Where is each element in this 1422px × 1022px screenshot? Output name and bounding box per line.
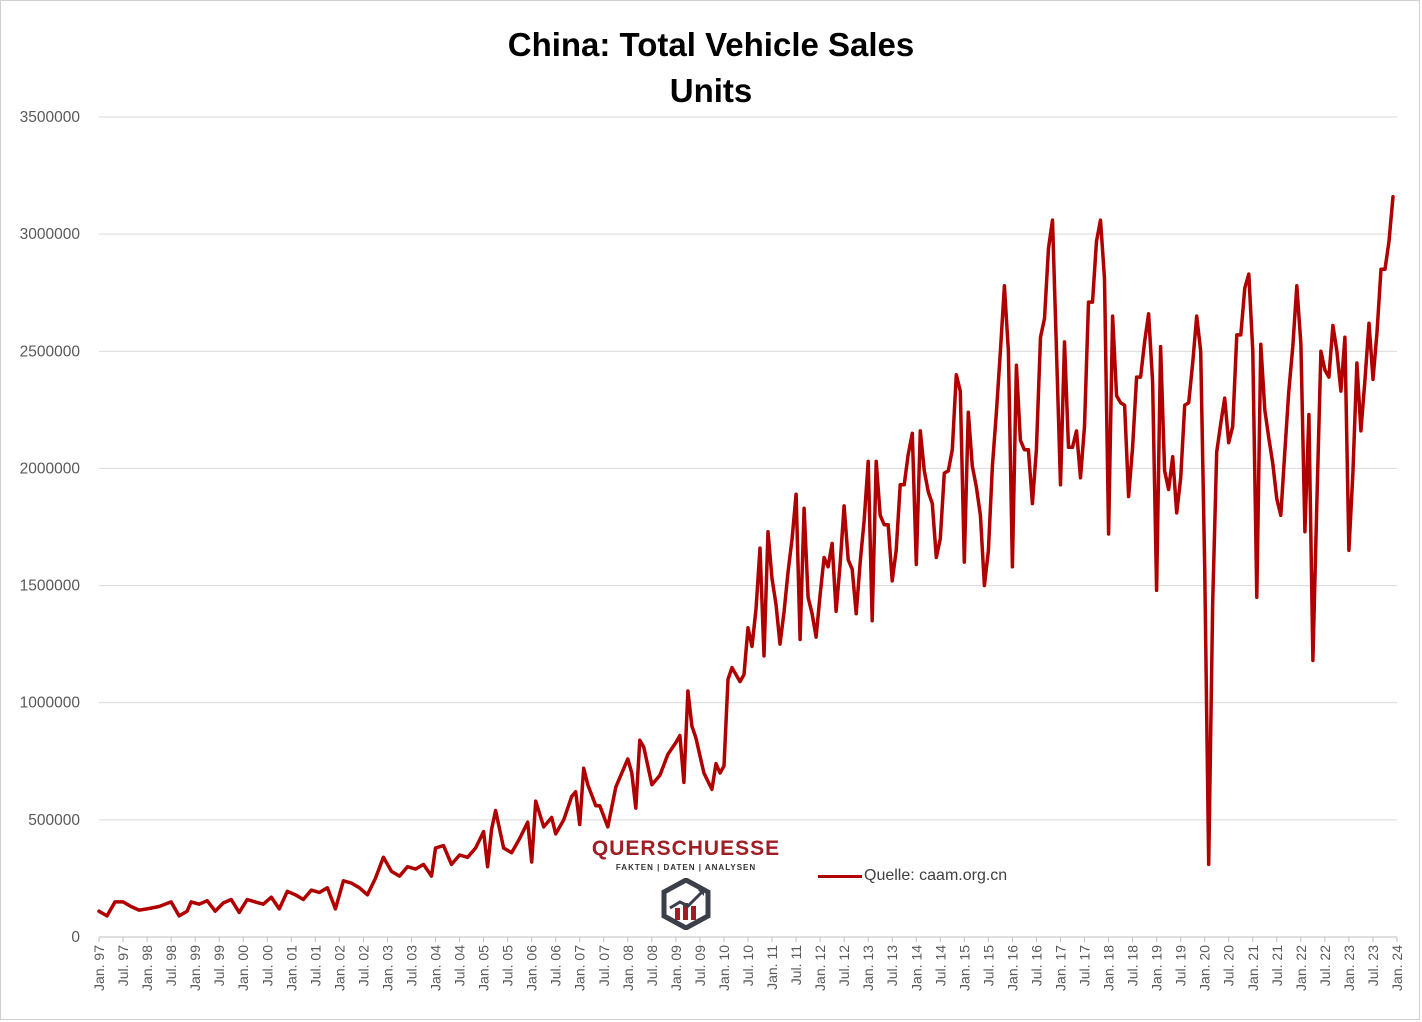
- y-tick-label: 1500000: [20, 578, 81, 595]
- y-tick-label: 3500000: [20, 109, 81, 126]
- logo-chart-icon: [661, 877, 711, 931]
- series-line: [97, 194, 1395, 918]
- x-tick-label: Jul. 22: [1317, 945, 1333, 986]
- y-tick-label: 2000000: [20, 460, 81, 477]
- y-tick-label: 1000000: [20, 695, 81, 712]
- x-tick-label: Jan. 09: [668, 945, 684, 991]
- x-tick-label: Jan. 97: [91, 945, 107, 991]
- x-tick-label: Jan. 04: [428, 945, 444, 991]
- y-tick-label: 2500000: [20, 343, 81, 360]
- x-tick-label: Jul. 03: [403, 945, 419, 986]
- x-tick-label: Jul. 02: [355, 945, 371, 986]
- chart-title: China: Total Vehicle Sales: [507, 26, 915, 63]
- x-tick-label: Jan. 14: [908, 945, 924, 991]
- x-tick-label: Jan. 21: [1245, 945, 1261, 991]
- x-tick-label: Jan. 19: [1149, 945, 1165, 991]
- x-tick-label: Jan. 23: [1341, 945, 1357, 991]
- x-tick-label: Jan. 24: [1389, 945, 1405, 991]
- legend-line-swatch: [818, 874, 862, 878]
- x-tick-label: Jul. 99: [211, 945, 227, 986]
- x-tick-label: Jul. 13: [884, 945, 900, 986]
- x-tick-label: Jan. 22: [1293, 945, 1309, 991]
- series-layer: [97, 194, 1395, 918]
- x-tick-label: Jul. 04: [452, 945, 468, 986]
- x-tick-label: Jul. 06: [548, 945, 564, 986]
- legend: Quelle: caam.org.cn: [818, 864, 1007, 888]
- x-tick-label: Jul. 14: [932, 945, 948, 986]
- x-tick-label: Jan. 20: [1197, 945, 1213, 991]
- x-tick-label: Jan. 98: [139, 945, 155, 991]
- x-tick-label: Jan. 07: [572, 945, 588, 991]
- x-tick-label: Jul. 09: [692, 945, 708, 986]
- y-tick-label: 0: [71, 929, 80, 946]
- x-tick-label: Jan. 05: [476, 945, 492, 991]
- x-tick-label: Jul. 21: [1269, 945, 1285, 986]
- x-tick-label: Jan. 15: [956, 945, 972, 991]
- x-tick-label: Jan. 08: [620, 945, 636, 991]
- x-tick-label: Jul. 15: [980, 945, 996, 986]
- x-tick-label: Jul. 08: [644, 945, 660, 986]
- x-tick-label: Jul. 97: [115, 945, 131, 986]
- x-tick-label: Jan. 12: [812, 945, 828, 991]
- x-tick-label: Jul. 05: [500, 945, 516, 986]
- x-tick-label: Jul. 00: [259, 945, 275, 986]
- x-tick-label: Jan. 16: [1004, 945, 1020, 991]
- logo-tagline: FAKTEN | DATEN | ANALYSEN: [615, 863, 757, 872]
- x-tick-label: Jan. 10: [716, 945, 732, 991]
- x-tick-label: Jan. 13: [860, 945, 876, 991]
- x-tick-label: Jul. 11: [788, 945, 804, 985]
- gridlines: [99, 116, 1397, 938]
- x-tick-label: Jan. 06: [524, 945, 540, 991]
- x-tick-label: Jul. 20: [1221, 945, 1237, 986]
- x-tick-label: Jan. 18: [1101, 945, 1117, 991]
- x-tick-label: Jan. 01: [283, 945, 299, 991]
- x-tick-label: Jul. 23: [1365, 945, 1381, 986]
- x-tick-label: Jan. 02: [331, 945, 347, 991]
- x-tick-label: Jul. 16: [1028, 945, 1044, 986]
- x-tick-label: Jan. 17: [1052, 945, 1068, 991]
- x-tick-label: Jan. 11: [764, 945, 780, 990]
- x-tick-label: Jul. 01: [307, 945, 323, 986]
- legend-label: Quelle: caam.org.cn: [864, 867, 1008, 884]
- x-tick-label: Jan. 00: [235, 945, 251, 991]
- querschuesse-logo: QUERSCHUESSE FAKTEN | DATEN | ANALYSEN: [588, 836, 784, 935]
- x-tick-label: Jul. 98: [163, 945, 179, 986]
- x-tick-label: Jul. 17: [1077, 945, 1093, 986]
- x-tick-label: Jan. 99: [187, 945, 203, 991]
- y-axis: 0 500000 1000000 1500000 2000000 2500000 30000…: [20, 109, 81, 946]
- x-tick-label: Jul. 10: [740, 945, 756, 986]
- x-tick-label: Jul. 07: [596, 945, 612, 986]
- y-tick-label: 500000: [28, 812, 80, 829]
- x-tick-label: Jul. 18: [1125, 945, 1141, 986]
- chart-subtitle: Units: [669, 72, 753, 109]
- x-tick-label: Jul. 12: [836, 945, 852, 986]
- x-axis: Jan. 97 Jul. 97 Jan. 98 Jul. 98 Jan. 99 Jul. …: [91, 936, 1405, 991]
- x-tick-label: Jul. 19: [1173, 945, 1189, 986]
- chart-title-block: China: Total Vehicle Sales Units: [0, 22, 1422, 114]
- x-tick-label: Jan. 03: [379, 945, 395, 991]
- logo-name: QUERSCHUESSE: [591, 837, 781, 860]
- y-tick-label: 3000000: [20, 226, 81, 243]
